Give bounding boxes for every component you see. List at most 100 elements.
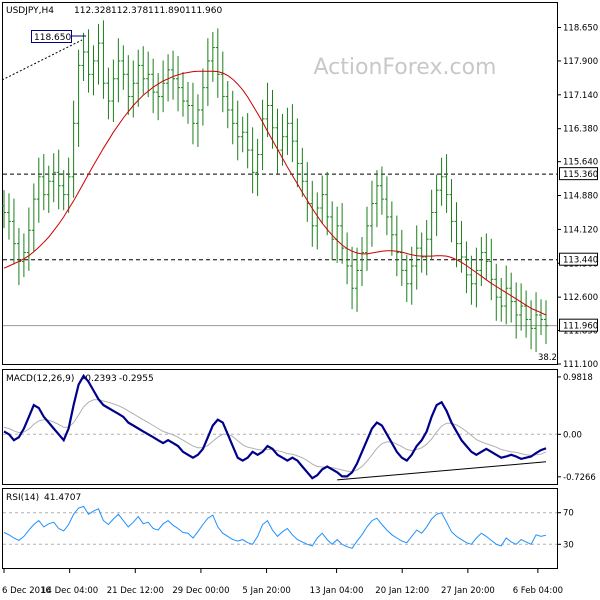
rsi-panel[interactable]	[2, 488, 558, 569]
macd-signal-line	[3, 399, 547, 473]
candle	[374, 170, 379, 228]
candle	[176, 56, 181, 112]
symbol-label: USDJPY,H4	[6, 6, 54, 16]
candle	[459, 220, 464, 273]
candle	[151, 58, 156, 114]
candle	[96, 23, 101, 85]
macd-tick-label: 0.00	[563, 430, 582, 440]
price-tick-label: 115.640	[563, 158, 598, 168]
price-tick-label: 114.120	[563, 225, 598, 235]
macd-value: -0.2393	[82, 374, 117, 384]
price-tick-label: 111.100	[563, 360, 598, 370]
ohlc-low: 111.890	[148, 6, 185, 16]
candle	[454, 202, 459, 268]
candle	[315, 192, 320, 250]
rsi-tick-label: 70	[563, 509, 574, 519]
price-tick-label: 114.880	[563, 192, 598, 202]
candle	[166, 54, 171, 102]
candle	[379, 166, 384, 215]
candle	[489, 238, 494, 301]
rsi-value: 41.4707	[44, 493, 81, 503]
candle	[499, 277, 504, 322]
candle	[230, 90, 235, 145]
candle	[71, 100, 76, 198]
candle	[101, 20, 106, 99]
candle	[360, 236, 365, 287]
price-tick-label: 118.650	[563, 24, 598, 34]
candle	[439, 157, 444, 206]
candle	[534, 292, 539, 352]
candle	[235, 100, 240, 161]
candle	[464, 241, 469, 294]
candle	[136, 49, 141, 107]
candle	[81, 32, 86, 81]
candle	[86, 29, 91, 93]
sma-layer	[3, 70, 547, 316]
candle	[225, 80, 230, 129]
peak-label: 118.650	[31, 30, 72, 43]
candle	[265, 82, 270, 138]
candle	[449, 179, 454, 243]
candle	[389, 201, 394, 256]
candle	[255, 138, 260, 196]
candle	[424, 220, 429, 276]
candle	[260, 99, 265, 171]
candle	[181, 72, 186, 117]
candle	[56, 149, 61, 210]
candle	[330, 201, 335, 261]
candle	[116, 38, 121, 103]
ohlc-high: 112.378	[111, 6, 148, 16]
x-tick-label: 21 Dec 12:00	[107, 586, 164, 596]
candle	[444, 154, 449, 213]
candle	[31, 183, 36, 252]
x-tick-label: 29 Dec 00:00	[172, 586, 229, 596]
price-levels	[3, 173, 557, 327]
candle	[250, 127, 255, 194]
price-tick-label: 117.900	[563, 57, 598, 67]
candle	[434, 174, 439, 237]
candle	[11, 198, 16, 265]
candle	[544, 300, 548, 344]
x-tick-label: 6 Feb 04:00	[513, 586, 563, 596]
macd-line	[3, 373, 547, 480]
candle	[429, 189, 434, 261]
peak-dotted-line	[1, 39, 83, 81]
ohlc-open: 112.328	[74, 6, 111, 16]
candle	[2, 190, 6, 229]
macd-y-axis: 0.9818 0.00 -0.7266	[557, 373, 596, 483]
candle	[484, 233, 489, 280]
fib-level-label: 38.2	[538, 353, 557, 363]
candle	[91, 45, 96, 96]
candle	[479, 236, 484, 287]
rsi-line	[3, 505, 547, 549]
macd-lines	[3, 373, 547, 481]
candle	[285, 107, 290, 155]
candle	[26, 207, 31, 271]
macd-signal-value: -0.2955	[119, 374, 154, 384]
candle	[364, 206, 369, 271]
candle	[350, 246, 355, 310]
macd-panel[interactable]	[2, 369, 558, 485]
price-panel[interactable]	[2, 2, 558, 365]
price-tick-label: 112.600	[563, 293, 598, 303]
candle	[121, 45, 126, 90]
candle	[519, 283, 524, 331]
candles	[2, 20, 548, 352]
candle	[76, 49, 81, 147]
rsi-levels	[3, 512, 557, 545]
candle	[524, 290, 529, 338]
candle	[36, 157, 41, 223]
rsi-label: RSI(14)	[6, 493, 39, 503]
candle	[404, 254, 409, 303]
candle	[355, 247, 360, 312]
macd-trendline	[337, 461, 547, 481]
candle	[141, 46, 146, 95]
candle	[61, 170, 66, 211]
candle	[290, 104, 295, 163]
candle	[514, 282, 519, 339]
ohlc-close: 111.960	[185, 6, 222, 16]
candle	[131, 60, 136, 118]
candle	[270, 89, 275, 149]
